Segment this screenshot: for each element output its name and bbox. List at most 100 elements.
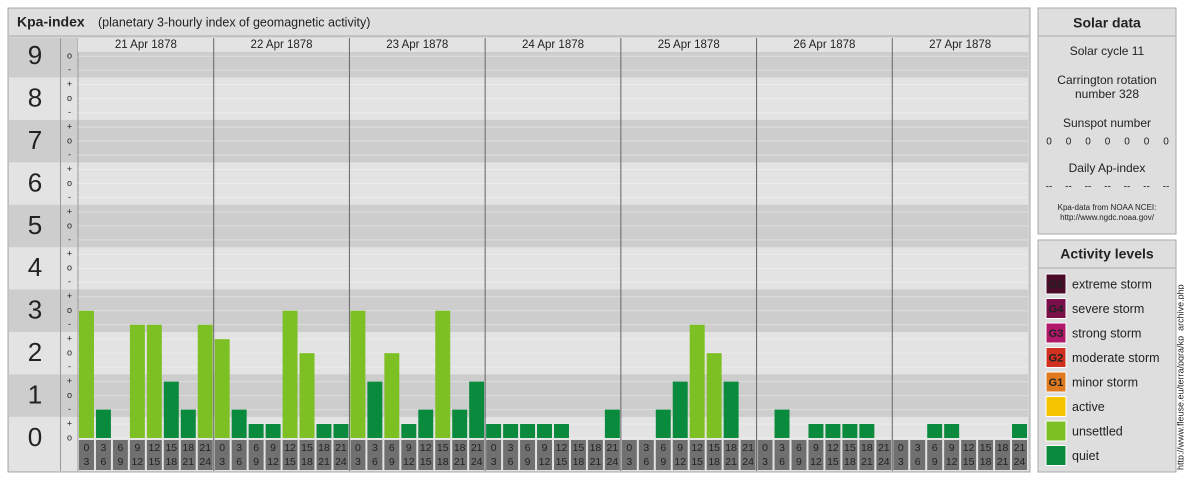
hour-label: 15 (301, 442, 313, 454)
hour-label: 9 (525, 456, 531, 468)
ap-value: -- (1104, 182, 1111, 193)
hour-label: 18 (573, 456, 585, 468)
hour-label: 3 (779, 442, 785, 454)
hour-box (248, 440, 264, 470)
level-name: severe storm (1072, 302, 1144, 316)
level-name: unsettled (1072, 424, 1123, 438)
hour-label: 9 (253, 456, 259, 468)
hour-label: 0 (626, 442, 632, 454)
level-code: G3 (1049, 328, 1064, 340)
kp-band (9, 247, 1028, 290)
bar (537, 424, 552, 438)
carrington: Carrington rotation (1057, 73, 1156, 87)
bar (316, 424, 332, 438)
bar (554, 424, 569, 438)
hour-label: 12 (403, 456, 415, 468)
hour-label: 6 (643, 456, 649, 468)
hour-label: 6 (253, 442, 259, 454)
hour-label: 3 (101, 442, 107, 454)
hour-label: 15 (165, 442, 177, 454)
hour-box (859, 440, 875, 470)
level-badge (1045, 420, 1067, 442)
hour-label: 24 (199, 456, 211, 468)
minor-tick-label: o (67, 220, 72, 230)
hour-label: 12 (556, 442, 568, 454)
hour-label: 9 (677, 442, 683, 454)
minor-tick-label: + (67, 376, 72, 386)
hour-label: 15 (148, 456, 160, 468)
hour-label: 15 (963, 456, 975, 468)
hour-label: 12 (674, 456, 686, 468)
hour-label: 3 (915, 442, 921, 454)
hour-label: 9 (389, 456, 395, 468)
level-code: G2 (1049, 352, 1064, 364)
bar (927, 424, 943, 438)
hour-box (95, 440, 111, 470)
level-name: quiet (1072, 449, 1100, 463)
hour-label: 3 (236, 442, 242, 454)
levels-title: Activity levels (1060, 246, 1154, 262)
level-code: G1 (1049, 377, 1064, 389)
hour-label: 24 (607, 456, 619, 468)
hour-label: 6 (915, 456, 921, 468)
hour-box (570, 440, 586, 470)
hour-label: 24 (878, 456, 890, 468)
hour-label: 18 (318, 442, 330, 454)
bar (265, 424, 281, 438)
minor-tick-label: + (67, 334, 72, 344)
hour-label: 15 (573, 442, 585, 454)
hour-label: 21 (335, 442, 347, 454)
hour-label: 24 (1014, 456, 1026, 468)
hour-box (961, 440, 977, 470)
ap-value: -- (1065, 182, 1072, 193)
bar (469, 381, 485, 438)
hour-box (401, 440, 417, 470)
source-note: Kpa-data from NOAA NCEI: (1058, 203, 1157, 212)
sunspot-value: 0 (1105, 137, 1111, 148)
hour-label: 6 (117, 442, 123, 454)
minor-tick-label: + (67, 249, 72, 259)
hour-label: 3 (898, 456, 904, 468)
level-badge (1045, 396, 1067, 417)
hour-label: 12 (827, 442, 839, 454)
hour-label: 18 (301, 456, 313, 468)
date-label: 26 Apr 1878 (793, 39, 855, 51)
solar-cycle: Solar cycle 11 (1070, 44, 1145, 58)
bar (129, 324, 145, 438)
hour-box (944, 440, 960, 470)
level-code: G5 (1049, 279, 1064, 291)
bar (689, 324, 705, 438)
hour-label: 12 (132, 456, 144, 468)
bar (95, 409, 111, 438)
bar (486, 424, 502, 438)
hour-label: 9 (813, 442, 819, 454)
sunspot-title: Sunspot number (1063, 116, 1151, 130)
hour-label: 21 (861, 456, 873, 468)
y-tick-label: 6 (28, 167, 42, 197)
hour-label: 9 (117, 456, 123, 468)
hour-box (876, 440, 892, 470)
level-badge (1045, 273, 1067, 295)
hour-label: 9 (542, 442, 548, 454)
source-note: http://www.ngdc.noaa.gov/ (1060, 213, 1155, 222)
hour-label: 18 (997, 442, 1009, 454)
date-row (78, 38, 1028, 52)
ap-value: -- (1124, 182, 1131, 193)
hour-label: 3 (643, 442, 649, 454)
hour-label: 21 (607, 442, 619, 454)
hour-box (197, 440, 213, 470)
hour-box (995, 440, 1011, 470)
hour-label: 24 (742, 456, 754, 468)
minor-tick-label: - (68, 319, 71, 329)
minor-tick-label: - (68, 149, 71, 159)
hour-label: 9 (134, 442, 140, 454)
hour-box (927, 440, 943, 470)
minor-tick-label: + (67, 121, 72, 131)
date-label: 23 Apr 1878 (386, 39, 448, 51)
hour-label: 18 (844, 456, 856, 468)
hour-label: 0 (219, 442, 225, 454)
level-badge (1045, 347, 1067, 368)
minor-tick-label: + (67, 418, 72, 428)
hour-box (1012, 440, 1027, 470)
sunspot-value: 0 (1066, 137, 1072, 148)
